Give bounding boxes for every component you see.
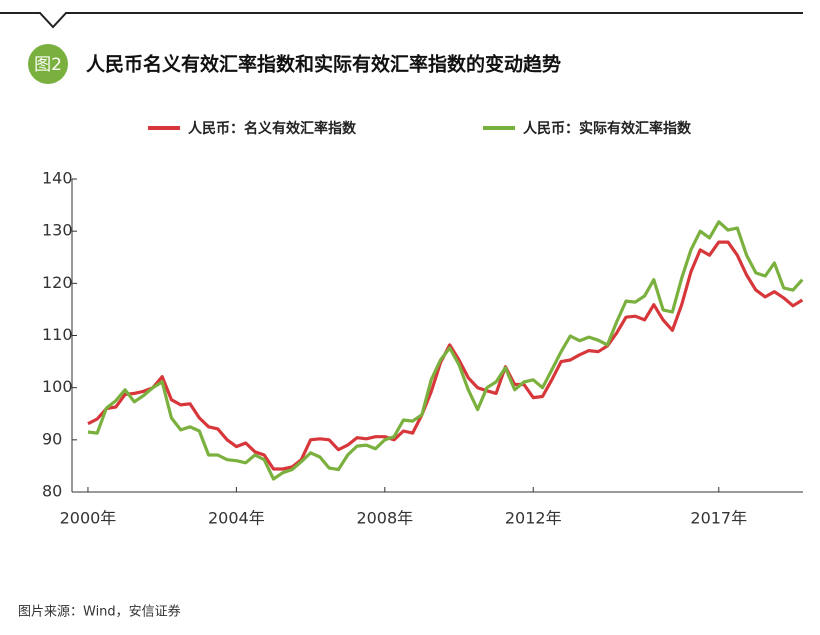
legend-label: 人民币：实际有效汇率指数 <box>523 120 692 137</box>
badge: 图2 <box>34 55 62 75</box>
x-tick-label: 2008年 <box>356 509 413 528</box>
y-tick-label: 120 <box>42 273 73 292</box>
chart-title: 人民币名义有效汇率指数和实际有效汇率指数的变动趋势 <box>86 53 561 76</box>
y-tick-label: 130 <box>42 221 73 240</box>
y-tick-label: 100 <box>42 377 73 396</box>
x-tick-label: 2004年 <box>208 509 265 528</box>
top-rule <box>0 12 803 29</box>
y-tick-label: 80 <box>42 482 62 501</box>
y-tick-label: 110 <box>42 325 73 344</box>
legend-label: 人民币：名义有效汇率指数 <box>188 120 357 137</box>
y-tick-label: 140 <box>42 169 73 188</box>
series-line <box>87 220 804 481</box>
badge-circle <box>28 44 68 84</box>
x-tick-label: 2012年 <box>505 509 562 528</box>
x-tick-label: 2000年 <box>60 509 117 528</box>
x-tick-label: 2017年 <box>690 509 747 528</box>
source: 图片来源：Wind，安信证券 <box>18 604 181 620</box>
y-tick-label: 90 <box>42 429 62 448</box>
